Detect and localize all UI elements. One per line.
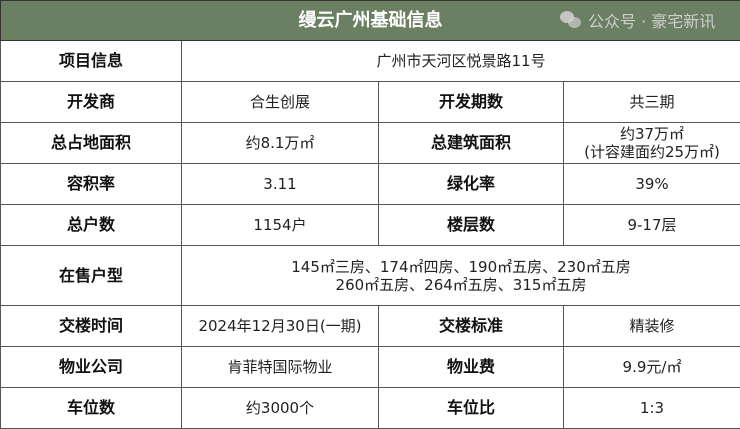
value-line: 约37万㎡ — [564, 125, 740, 143]
table-row: 项目信息 广州市天河区悦景路11号 — [1, 41, 740, 82]
row-label: 开发商 — [1, 82, 182, 123]
row-value: 合生创展 — [182, 82, 379, 123]
table-row: 车位数 约3000个 车位比 1:3 — [1, 388, 740, 429]
row-label: 物业公司 — [1, 347, 182, 388]
row-value: 9-17层 — [564, 205, 740, 246]
row-label: 交楼时间 — [1, 306, 182, 347]
row-value: 肯菲特国际物业 — [182, 347, 379, 388]
row-value: 约8.1万㎡ — [182, 123, 379, 164]
row-label: 总占地面积 — [1, 123, 182, 164]
row-value: 39% — [564, 164, 740, 205]
row-value: 2024年12月30日(一期) — [182, 306, 379, 347]
row-label: 绿化率 — [379, 164, 564, 205]
row-value: 约37万㎡(计容建面约25万㎡) — [564, 123, 740, 164]
table-row: 总占地面积 约8.1万㎡ 总建筑面积 约37万㎡(计容建面约25万㎡) — [1, 123, 740, 164]
row-value: 精装修 — [564, 306, 740, 347]
row-label: 总户数 — [1, 205, 182, 246]
row-label: 车位比 — [379, 388, 564, 429]
table-row: 容积率 3.11 绿化率 39% — [1, 164, 740, 205]
row-value: 3.11 — [182, 164, 379, 205]
row-value: 1154户 — [182, 205, 379, 246]
table-title: 缦云广州基础信息 — [1, 1, 740, 41]
value-line: 260㎡五房、264㎡五房、315㎡五房 — [182, 276, 740, 294]
row-label: 总建筑面积 — [379, 123, 564, 164]
value-line: (计容建面约25万㎡) — [564, 143, 740, 161]
row-value: 广州市天河区悦景路11号 — [182, 41, 740, 82]
row-value: 共三期 — [564, 82, 740, 123]
row-label: 楼层数 — [379, 205, 564, 246]
row-label: 物业费 — [379, 347, 564, 388]
row-value: 1:3 — [564, 388, 740, 429]
row-label: 容积率 — [1, 164, 182, 205]
value-line: 145㎡三房、174㎡四房、190㎡五房、230㎡五房 — [182, 258, 740, 276]
row-label: 交楼标准 — [379, 306, 564, 347]
table-row: 物业公司 肯菲特国际物业 物业费 9.9元/㎡ — [1, 347, 740, 388]
table-row: 总户数 1154户 楼层数 9-17层 — [1, 205, 740, 246]
table-row: 交楼时间 2024年12月30日(一期) 交楼标准 精装修 — [1, 306, 740, 347]
row-label: 车位数 — [1, 388, 182, 429]
row-label: 开发期数 — [379, 82, 564, 123]
row-value: 9.9元/㎡ — [564, 347, 740, 388]
row-label: 在售户型 — [1, 246, 182, 306]
row-label: 项目信息 — [1, 41, 182, 82]
table-row: 开发商 合生创展 开发期数 共三期 — [1, 82, 740, 123]
row-value: 约3000个 — [182, 388, 379, 429]
